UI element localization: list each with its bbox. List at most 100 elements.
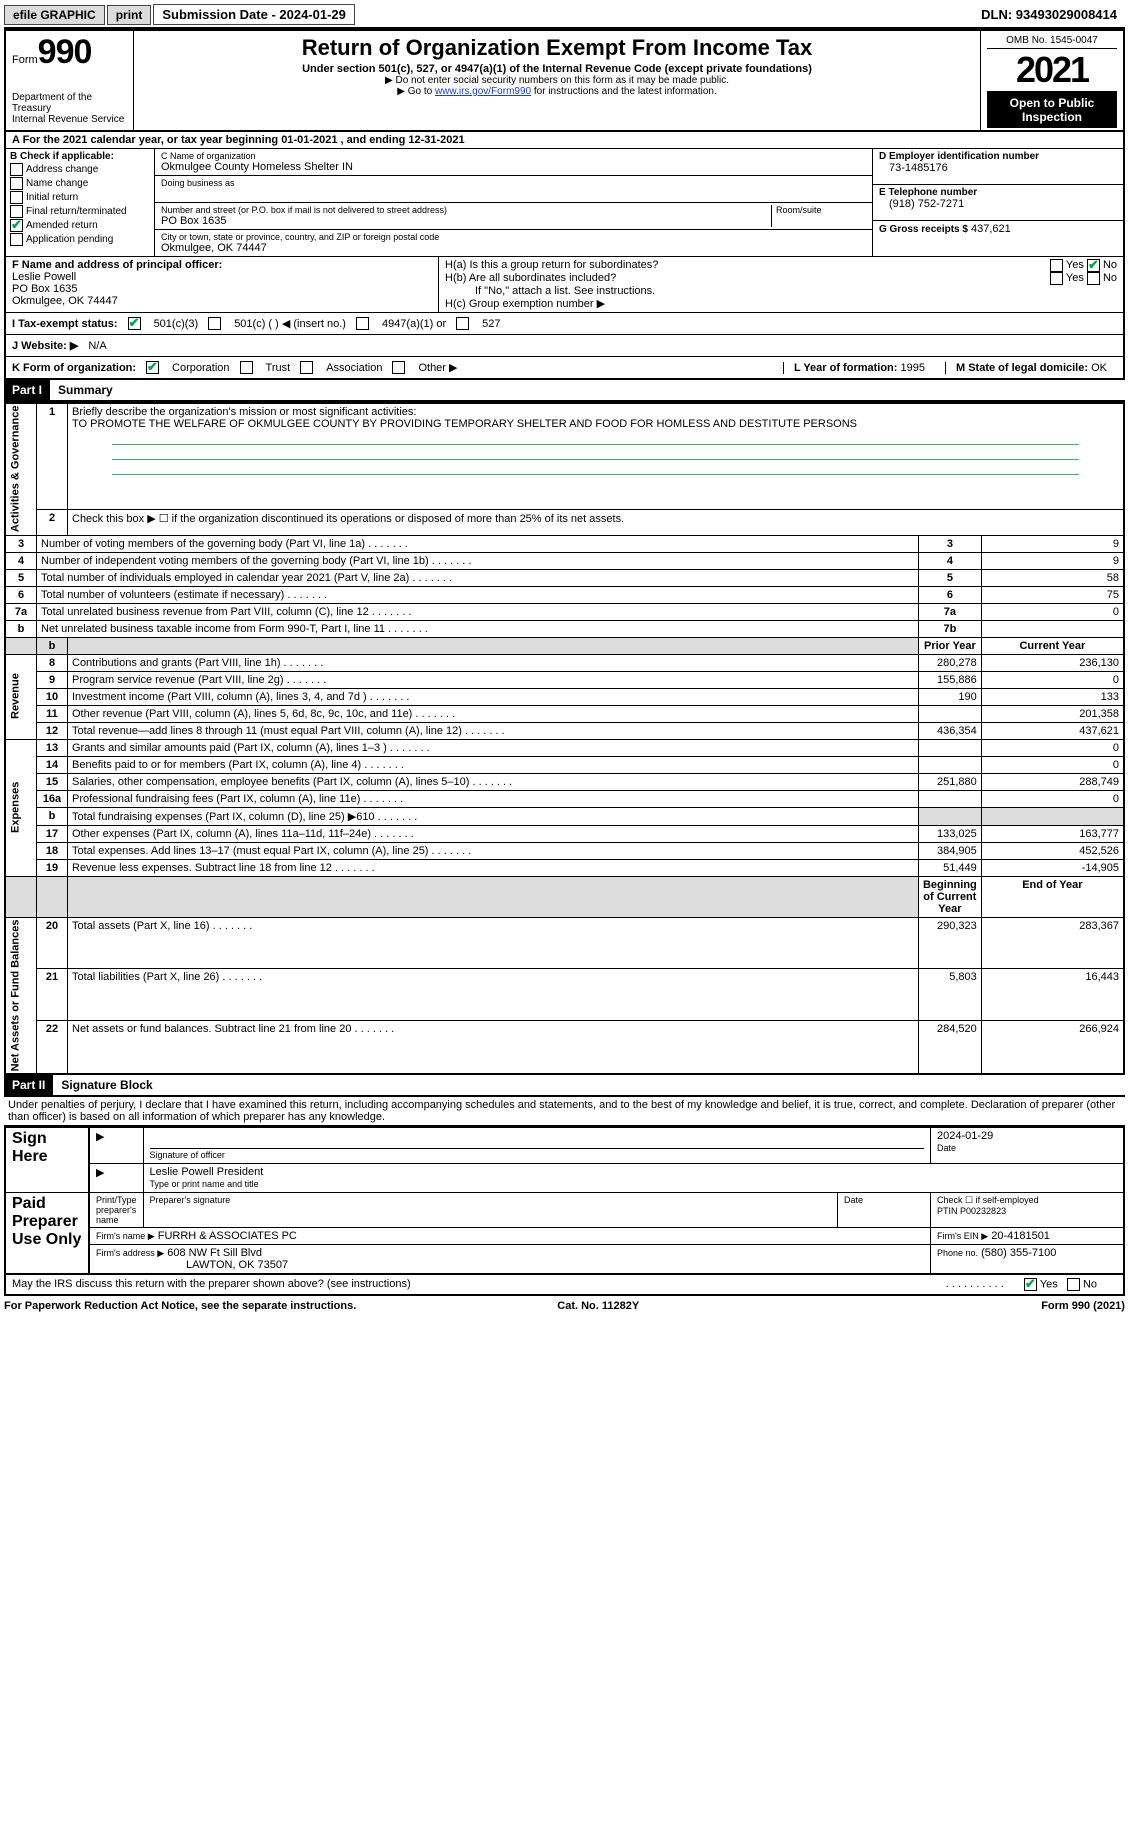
q1-value: TO PROMOTE THE WELFARE OF OKMULGEE COUNT… bbox=[72, 418, 857, 430]
gov-val-3: 9 bbox=[981, 535, 1124, 552]
e-phone-label: E Telephone number bbox=[879, 187, 1117, 198]
discuss-no[interactable] bbox=[1067, 1278, 1080, 1291]
exp-curr-17: 163,777 bbox=[981, 825, 1124, 842]
prep-sig-lbl: Preparer's signature bbox=[143, 1193, 837, 1228]
efile-button[interactable]: efile GRAPHIC bbox=[4, 5, 105, 25]
exp-line-b: Total fundraising expenses (Part IX, col… bbox=[68, 807, 919, 825]
boxb-opt-3[interactable]: Final return/terminated bbox=[10, 205, 150, 218]
sign-here: Sign Here bbox=[12, 1130, 48, 1165]
note2-pre: ▶ Go to bbox=[397, 86, 435, 97]
ha-yes[interactable] bbox=[1050, 259, 1063, 272]
j-value: N/A bbox=[88, 340, 106, 352]
i-527[interactable] bbox=[456, 317, 469, 330]
gov-val-7a: 0 bbox=[981, 603, 1124, 620]
entity-block: B Check if applicable: Address changeNam… bbox=[4, 149, 1125, 256]
net-beg-20: 290,323 bbox=[918, 917, 981, 969]
note2-post: for instructions and the latest informat… bbox=[531, 86, 717, 97]
firm-phone: (580) 355-7100 bbox=[981, 1247, 1056, 1259]
discuss-yes[interactable] bbox=[1024, 1278, 1037, 1291]
k-label: K Form of organization: bbox=[12, 362, 136, 374]
hb-no[interactable] bbox=[1087, 272, 1100, 285]
rev-curr-11: 201,358 bbox=[981, 705, 1124, 722]
k-corp[interactable] bbox=[146, 361, 159, 374]
prep-self: Check ☐ if self-employed bbox=[937, 1195, 1039, 1205]
boxb-opt-5[interactable]: Application pending bbox=[10, 233, 150, 246]
gov-line-6: Total number of volunteers (estimate if … bbox=[37, 586, 919, 603]
firm-addr: 608 NW Ft Sill Blvd bbox=[167, 1247, 262, 1259]
d-ein-label: D Employer identification number bbox=[879, 151, 1117, 162]
rev-prior-10: 190 bbox=[918, 688, 981, 705]
gov-line-5: Total number of individuals employed in … bbox=[37, 569, 919, 586]
box-b: B Check if applicable: Address changeNam… bbox=[6, 149, 155, 256]
exp-line-16a: Professional fundraising fees (Part IX, … bbox=[68, 790, 919, 807]
hb-yes[interactable] bbox=[1050, 272, 1063, 285]
c-city-label: City or town, state or province, country… bbox=[161, 232, 866, 242]
discuss-row: May the IRS discuss this return with the… bbox=[4, 1275, 1125, 1296]
c-room-label: Room/suite bbox=[776, 205, 866, 215]
col-beg: Beginning of Current Year bbox=[918, 876, 981, 917]
form-number: 990 bbox=[38, 33, 92, 71]
e-phone-value: (918) 752-7271 bbox=[879, 198, 1117, 210]
irs-link[interactable]: www.irs.gov/Form990 bbox=[435, 86, 531, 97]
ptin: P00232823 bbox=[960, 1206, 1006, 1216]
firm-name: FURRH & ASSOCIATES PC bbox=[158, 1230, 297, 1242]
gov-val-6: 75 bbox=[981, 586, 1124, 603]
sig-name: Leslie Powell President bbox=[150, 1166, 264, 1178]
col-end: End of Year bbox=[981, 876, 1124, 917]
exp-prior-16a bbox=[918, 790, 981, 807]
l-value: 1995 bbox=[901, 362, 925, 374]
boxb-opt-0[interactable]: Address change bbox=[10, 163, 150, 176]
row-fh: F Name and address of principal officer:… bbox=[4, 256, 1125, 312]
i-501c3[interactable] bbox=[128, 317, 141, 330]
g-gross-value: 437,621 bbox=[971, 223, 1011, 235]
rev-prior-11 bbox=[918, 705, 981, 722]
l-label: L Year of formation: bbox=[794, 362, 898, 374]
part2-title: Signature Block bbox=[53, 1075, 160, 1095]
row-klm: K Form of organization: Corporation Trus… bbox=[4, 356, 1125, 380]
rev-line-9: Program service revenue (Part VIII, line… bbox=[68, 671, 919, 688]
f-name: Leslie Powell bbox=[12, 271, 76, 283]
exp-curr-18: 452,526 bbox=[981, 842, 1124, 859]
i-4947[interactable] bbox=[356, 317, 369, 330]
k-assoc[interactable] bbox=[300, 361, 313, 374]
row-j: J Website: ▶ N/A bbox=[4, 334, 1125, 356]
paid-preparer: Paid Preparer Use Only bbox=[12, 1195, 81, 1248]
box-de: D Employer identification number 73-1485… bbox=[872, 149, 1123, 256]
j-label: J Website: ▶ bbox=[12, 339, 78, 352]
i-501c[interactable] bbox=[208, 317, 221, 330]
rev-line-10: Investment income (Part VIII, column (A)… bbox=[68, 688, 919, 705]
part2-hdr: Part II bbox=[4, 1075, 53, 1095]
form-header: Form990 Department of the Treasury Inter… bbox=[4, 29, 1125, 132]
print-button[interactable]: print bbox=[107, 5, 152, 25]
m-value: OK bbox=[1091, 362, 1107, 374]
boxb-opt-4[interactable]: Amended return bbox=[10, 219, 150, 232]
form-title: Return of Organization Exempt From Incom… bbox=[140, 35, 974, 61]
gov-val-4: 9 bbox=[981, 552, 1124, 569]
ha-no[interactable] bbox=[1087, 259, 1100, 272]
net-end-22: 266,924 bbox=[981, 1021, 1124, 1074]
gov-line-b: Net unrelated business taxable income fr… bbox=[37, 620, 919, 637]
box-f: F Name and address of principal officer:… bbox=[6, 257, 439, 312]
box-b-label: B Check if applicable: bbox=[10, 151, 150, 162]
part1-title: Summary bbox=[50, 380, 121, 400]
rev-curr-12: 437,621 bbox=[981, 722, 1124, 739]
exp-curr-13: 0 bbox=[981, 739, 1124, 756]
boxb-opt-1[interactable]: Name change bbox=[10, 177, 150, 190]
q1: Briefly describe the organization's miss… bbox=[68, 403, 1125, 509]
rev-prior-9: 155,886 bbox=[918, 671, 981, 688]
submission-date: Submission Date - 2024-01-29 bbox=[153, 4, 355, 25]
exp-prior-17: 133,025 bbox=[918, 825, 981, 842]
top-bar: efile GRAPHIC print Submission Date - 20… bbox=[4, 4, 1125, 25]
gov-val-5: 58 bbox=[981, 569, 1124, 586]
boxb-opt-2[interactable]: Initial return bbox=[10, 191, 150, 204]
k-trust[interactable] bbox=[240, 361, 253, 374]
k-other[interactable] bbox=[392, 361, 405, 374]
exp-line-19: Revenue less expenses. Subtract line 18 … bbox=[68, 859, 919, 876]
firm-ein: 20-4181501 bbox=[991, 1230, 1050, 1242]
form-note-ssn: ▶ Do not enter social security numbers o… bbox=[140, 75, 974, 86]
net-end-21: 16,443 bbox=[981, 969, 1124, 1021]
exp-curr-15: 288,749 bbox=[981, 773, 1124, 790]
rev-curr-10: 133 bbox=[981, 688, 1124, 705]
gov-line-7a: Total unrelated business revenue from Pa… bbox=[37, 603, 919, 620]
c-name-value: Okmulgee County Homeless Shelter IN bbox=[161, 161, 866, 173]
